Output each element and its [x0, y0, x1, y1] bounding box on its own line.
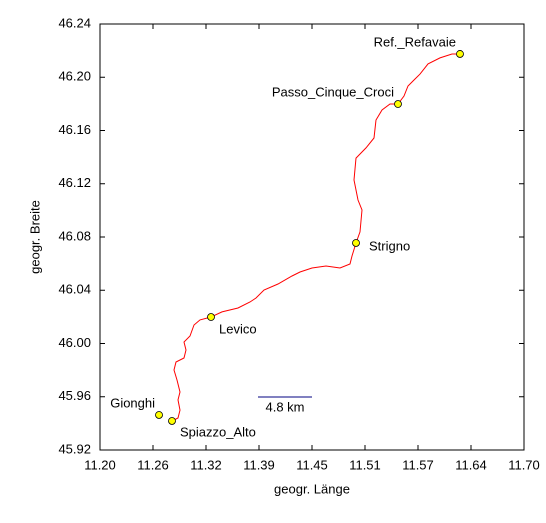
x-tick-label: 11.45	[296, 457, 328, 472]
location-label: Strigno	[369, 238, 410, 253]
y-tick-label: 46.20	[58, 69, 91, 84]
y-tick-label: 46.24	[58, 15, 91, 30]
location-label: Spiazzo_Alto	[180, 424, 256, 439]
x-tick-label: 11.64	[455, 457, 487, 472]
location-marker	[207, 313, 215, 321]
x-tick-label: 11.20	[84, 457, 116, 472]
location-marker	[394, 100, 402, 108]
y-tick-label: 46.08	[58, 228, 91, 243]
location-marker	[352, 239, 360, 247]
location-marker	[168, 417, 176, 425]
x-tick-label: 11.51	[349, 457, 381, 472]
x-tick-label: 11.57	[402, 457, 434, 472]
x-tick-label: 11.32	[190, 457, 222, 472]
location-label: Passo_Cinque_Croci	[272, 84, 394, 99]
y-tick-label: 46.04	[58, 282, 91, 297]
x-tick-label: 11.39	[243, 457, 275, 472]
y-tick-label: 46.12	[58, 175, 91, 190]
x-tick-label: 11.70	[508, 457, 540, 472]
location-marker	[155, 411, 163, 419]
x-tick-label: 11.26	[137, 457, 169, 472]
y-tick-label: 45.96	[58, 388, 91, 403]
y-tick-label: 46.16	[58, 122, 91, 137]
location-label: Gionghi	[110, 395, 155, 410]
location-label: Ref._Refavaie	[374, 34, 456, 49]
location-label: Levico	[219, 321, 257, 336]
scale-label: 4.8 km	[265, 399, 304, 414]
y-tick-label: 45.92	[58, 441, 91, 456]
x-axis-label: geogr. Länge	[274, 481, 350, 496]
y-tick-label: 46.00	[58, 335, 91, 350]
route-line	[171, 53, 460, 422]
y-axis-label: geogr. Breite	[27, 200, 42, 274]
location-marker	[456, 50, 464, 58]
